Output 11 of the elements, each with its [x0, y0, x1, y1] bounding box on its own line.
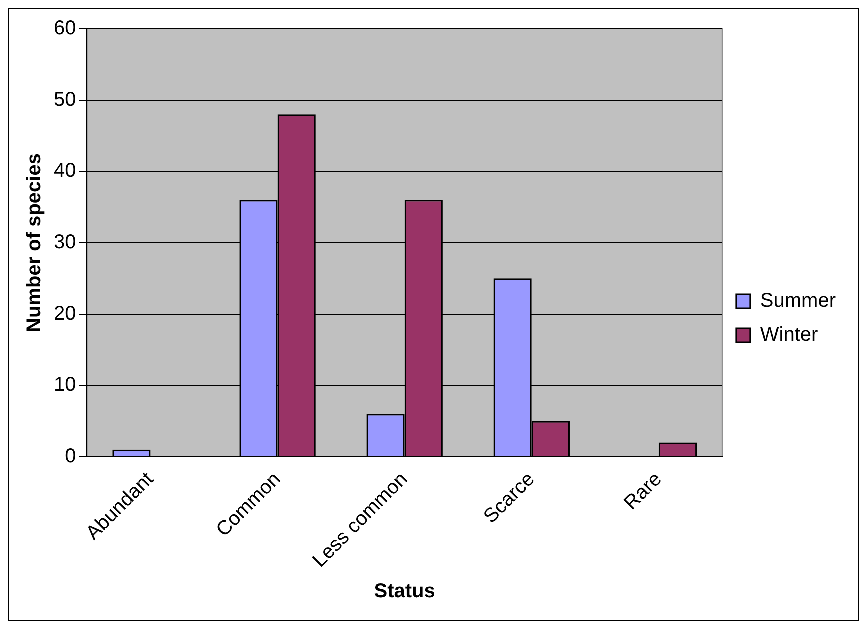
y-tick-label: 0 — [65, 446, 76, 468]
y-axis-title: Number of species — [24, 154, 46, 332]
y-tick-label: 20 — [54, 302, 76, 325]
y-tick-label: 60 — [54, 18, 76, 40]
y-tick-label: 30 — [54, 232, 76, 254]
y-tick-label: 10 — [54, 374, 76, 396]
y-tick-label: 40 — [54, 160, 76, 182]
legend-label: Summer — [760, 290, 836, 312]
y-tick-label: 50 — [54, 88, 76, 111]
x-axis-title: Status — [374, 580, 436, 603]
legend-label: Winter — [760, 324, 819, 346]
